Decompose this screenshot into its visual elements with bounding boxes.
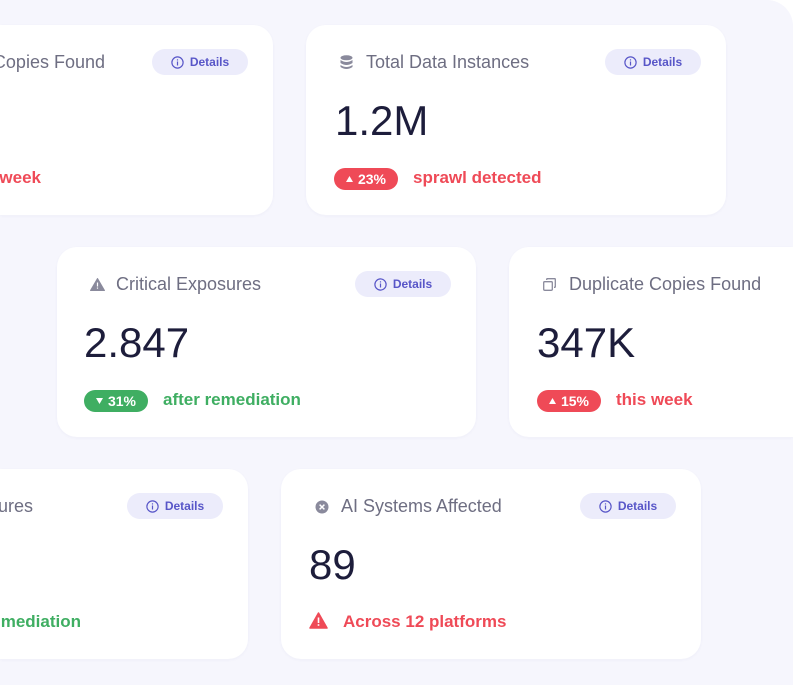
button-label: Details — [617, 499, 658, 513]
details-button[interactable]: Details — [152, 49, 248, 75]
card-title: ures — [0, 496, 33, 516]
button-label: Details — [642, 55, 683, 69]
badge-label: 23% — [357, 171, 387, 187]
alert-icon — [309, 612, 328, 629]
card: ures Details mediation — [0, 469, 248, 659]
button-label: Details — [189, 55, 230, 69]
card-value: 89 — [309, 541, 356, 588]
info-icon — [374, 277, 387, 291]
card-title: Total Data Instances — [366, 52, 530, 72]
info-icon — [599, 499, 612, 513]
card: AI Systems Affected Details 89 Across 12… — [281, 469, 701, 659]
warning-icon — [90, 278, 105, 291]
trend-badge: 23% — [334, 168, 398, 190]
badge-label: 15% — [560, 393, 590, 409]
card: Critical Exposures Details 2.847 31% aft… — [57, 247, 476, 437]
up-arrow — [345, 176, 353, 182]
trend-badge: 31% — [84, 390, 148, 412]
card-value: 347K — [537, 319, 636, 366]
card: Total Data Instances Details 1.2M 23% sp… — [306, 25, 726, 215]
info-icon — [146, 499, 159, 513]
card-note: Across 12 platforms — [343, 612, 507, 631]
card-note: week — [0, 168, 41, 187]
card: Copies Found Details week — [0, 25, 273, 215]
card-note: this week — [616, 390, 693, 409]
card-value: 2.847 — [84, 319, 190, 366]
card-title: Critical Exposures — [116, 274, 262, 294]
card-title: AI Systems Affected — [341, 496, 502, 516]
down-arrow — [95, 398, 103, 404]
info-icon — [624, 55, 637, 69]
badge-label: 31% — [107, 393, 137, 409]
info-icon — [171, 55, 184, 69]
details-button[interactable]: Details — [127, 493, 223, 519]
card-title: Copies Found — [0, 52, 105, 72]
button-label: Details — [392, 277, 433, 291]
details-button[interactable]: Details — [580, 493, 676, 519]
card-note: mediation — [0, 612, 81, 631]
trend-badge: 15% — [537, 390, 601, 412]
card-note: after remediation — [163, 390, 301, 409]
card-title: Duplicate Copies Found — [569, 274, 762, 294]
details-button[interactable]: Details — [605, 49, 701, 75]
card-note: sprawl detected — [413, 168, 542, 187]
card-value: 1.2M — [335, 97, 429, 144]
copy-icon — [543, 278, 556, 291]
up-arrow — [548, 398, 556, 404]
database-icon — [340, 55, 353, 69]
button-label: Details — [164, 499, 205, 513]
card: Duplicate Copies Found 347K 15% this wee… — [509, 247, 793, 437]
details-button[interactable]: Details — [355, 271, 451, 297]
close-circle-icon — [315, 500, 329, 514]
